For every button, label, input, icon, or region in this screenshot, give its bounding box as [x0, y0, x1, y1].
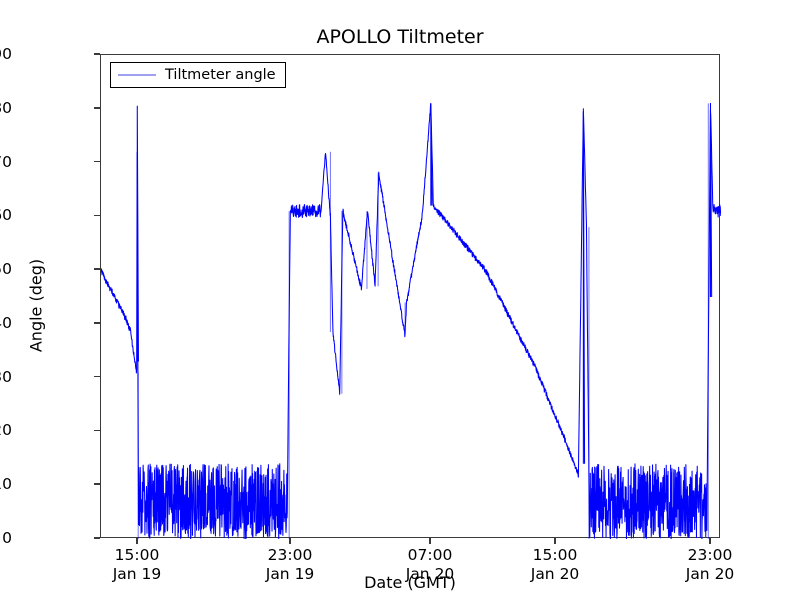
x-tick-date: Jan 20 [685, 564, 735, 583]
x-tick-mark [429, 538, 431, 544]
y-tick-mark [94, 375, 100, 378]
x-tick-mark [289, 538, 291, 544]
y-tick-label: 10 [0, 475, 12, 494]
legend-label: Tiltmeter angle [165, 67, 276, 83]
y-tick-mark [94, 268, 100, 270]
x-tick-label: 23:00 Jan 20 [686, 546, 735, 584]
y-tick-mark [94, 160, 100, 163]
y-tick-label: 80 [0, 98, 12, 117]
plot-area [100, 54, 721, 539]
x-tick-mark [136, 538, 138, 544]
y-axis-title: Angle (deg) [26, 258, 46, 353]
page-title: APOLLO Tiltmeter [316, 26, 484, 48]
x-tick-label: 07:00 Jan 20 [406, 546, 455, 584]
x-tick-date: Jan 20 [530, 564, 580, 583]
x-axis-title: Date (GMT) [364, 573, 456, 592]
x-tick-label: 23:00 Jan 19 [266, 546, 315, 584]
chart-legend: Tiltmeter angle [110, 62, 286, 88]
y-tick-label: 0 [2, 529, 12, 547]
x-tick-mark [709, 538, 711, 544]
y-tick-label: 70 [0, 152, 12, 171]
x-tick-label: 15:00 Jan 19 [113, 546, 162, 584]
y-tick-mark [94, 322, 100, 324]
y-tick-label: 30 [0, 367, 12, 386]
x-tick-time: 23:00 [267, 546, 313, 564]
y-axis: 0 10 20 30 40 50 60 70 80 90 [0, 0, 100, 600]
x-tick-time: 15:00 [532, 546, 578, 564]
x-tick-date: Jan 19 [112, 564, 162, 583]
y-tick-label: 90 [0, 45, 12, 63]
y-tick-label: 60 [0, 206, 12, 225]
x-tick-time: 23:00 [687, 546, 733, 564]
y-tick-mark [94, 53, 100, 55]
x-tick-time: 07:00 [407, 546, 453, 564]
y-tick-label: 20 [0, 421, 12, 440]
y-tick-mark [94, 483, 100, 486]
y-tick-mark [94, 429, 100, 432]
tiltmeter-angle-line [101, 102, 721, 539]
y-tick-label: 40 [0, 313, 12, 332]
x-tick-time: 15:00 [114, 546, 160, 564]
y-tick-mark [94, 106, 100, 109]
legend-swatch-icon [118, 74, 156, 76]
x-tick-date: Jan 20 [405, 564, 455, 583]
x-tick-mark [554, 538, 556, 544]
y-tick-label: 50 [0, 260, 12, 279]
x-tick-label: 15:00 Jan 20 [531, 546, 580, 584]
y-tick-mark [94, 214, 100, 217]
y-tick-mark [94, 537, 100, 539]
x-tick-date: Jan 19 [265, 564, 315, 583]
